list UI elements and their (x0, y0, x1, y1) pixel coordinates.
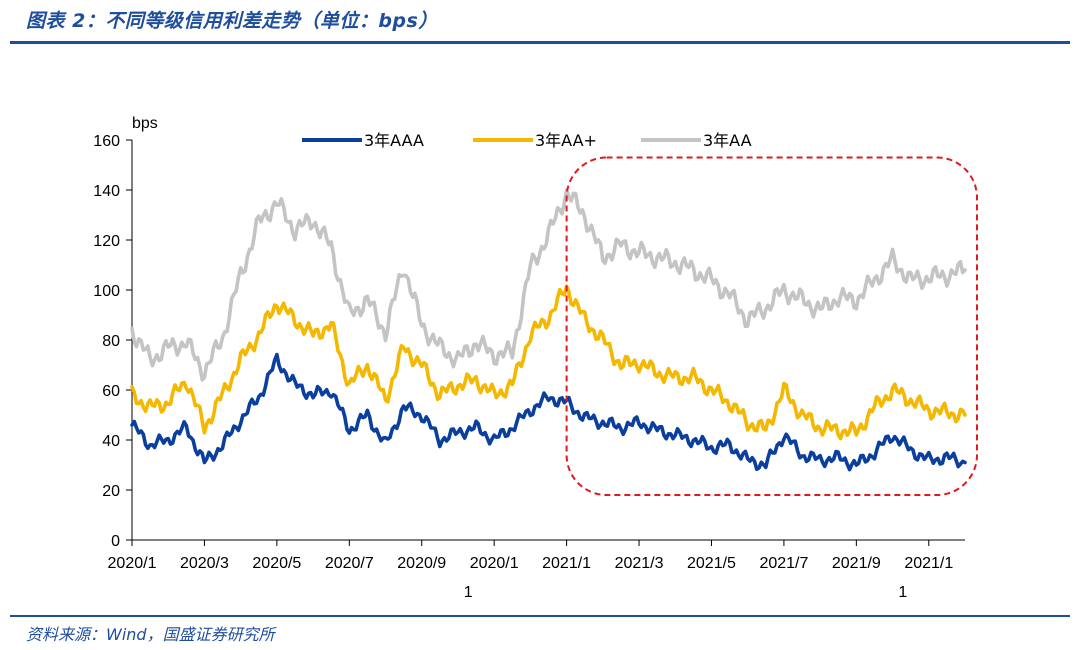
top-rule (10, 41, 1070, 44)
series-line-aaa (130, 352, 967, 472)
x-tick-label: 2020/9 (397, 555, 446, 572)
legend-label-aa-plus: 3年AA+ (535, 131, 597, 150)
series-layer (130, 188, 967, 472)
x-tick-label: 2021/1 (904, 555, 953, 572)
x-tick-label: 2020/7 (325, 555, 374, 572)
x-tick-label-wrap: 1 (464, 584, 473, 601)
y-tick-label: 40 (102, 433, 120, 450)
x-tick-label: 2020/5 (252, 555, 301, 572)
x-tick-label: 2021/3 (615, 555, 664, 572)
x-tick-label: 2020/1 (470, 555, 519, 572)
y-tick-label: 160 (93, 133, 120, 150)
y-tick-label: 60 (102, 383, 120, 400)
x-tick-label: 2020/3 (180, 555, 229, 572)
source-note: 资料来源：Wind，国盛证券研究所 (26, 625, 275, 644)
bottom-rule (10, 615, 1070, 617)
legend: 3年AAA 3年AA+ 3年AA (302, 131, 752, 150)
x-tick-label: 2021/9 (832, 555, 881, 572)
x-tick-label: 2021/5 (687, 555, 736, 572)
y-tick-label: 80 (102, 333, 120, 350)
x-tick-label: 2020/1 (108, 555, 157, 572)
series-line-aa-plus (130, 284, 967, 441)
y-tick-label: 120 (93, 233, 120, 250)
x-tick-label: 2021/7 (759, 555, 808, 572)
legend-label-aa: 3年AA (703, 131, 752, 150)
y-tick-label: 20 (102, 483, 120, 500)
legend-label-aaa: 3年AAA (364, 131, 424, 150)
figure-title: 图表 2：不同等级信用利差走势（单位：bps） (26, 10, 438, 32)
y-tick-label: 0 (111, 533, 120, 550)
credit-spread-chart: 0 20 40 60 80 100 120 140 160 2020/1 2020/3 2020/5… (93, 115, 978, 601)
highlight-layer (565, 156, 978, 496)
y-axis: 0 20 40 60 80 100 120 140 160 (93, 133, 133, 550)
x-tick-label: 2021/1 (542, 555, 591, 572)
series-line-aa (130, 188, 967, 382)
y-tick-label: 100 (93, 283, 120, 300)
x-axis: 2020/1 2020/3 2020/5 2020/7 2020/9 2020/1 1 202… (108, 539, 965, 601)
y-tick-label: 140 (93, 183, 120, 200)
highlight-box (565, 156, 978, 496)
y-axis-label: bps (132, 115, 158, 132)
x-tick-label-wrap: 1 (898, 584, 907, 601)
